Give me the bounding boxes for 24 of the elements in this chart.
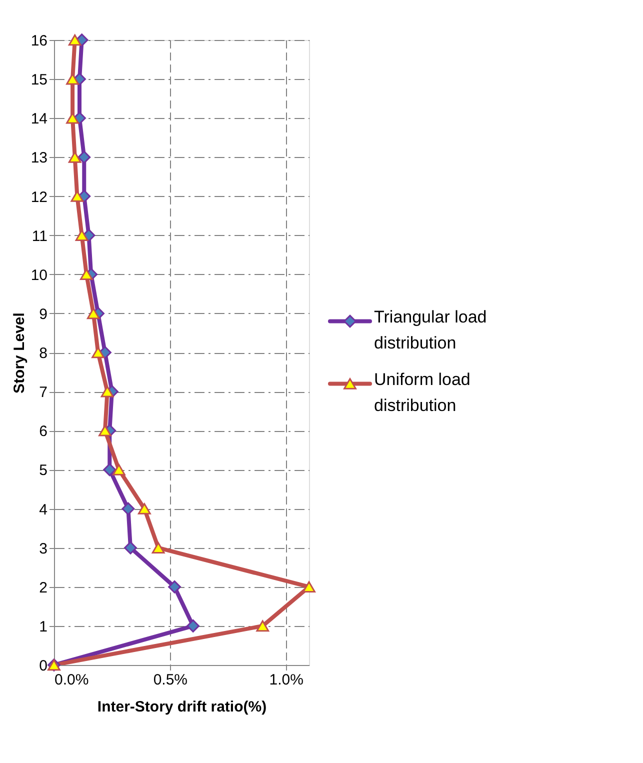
legend-label: Uniform load distribution xyxy=(374,370,470,415)
y-tick-label: 2 xyxy=(39,579,48,596)
y-axis-title: Story Level xyxy=(10,312,28,394)
y-tick-label: 3 xyxy=(39,540,48,558)
legend-label: Triangular load distribution xyxy=(374,307,487,352)
y-tick-label: 11 xyxy=(32,228,48,245)
x-tick-label: 0.0% xyxy=(54,672,89,688)
y-tick-label: 6 xyxy=(39,423,48,440)
x-tick-label: 1.0% xyxy=(269,672,304,688)
y-tick-label: 8 xyxy=(39,345,48,362)
y-tick-label: 15 xyxy=(30,72,48,89)
x-axis-title: Inter-Story drift ratio(%) xyxy=(97,698,267,716)
y-tick-label: 14 xyxy=(30,110,48,128)
x-tick-label: 0.5% xyxy=(153,672,188,688)
y-tick-label: 10 xyxy=(30,266,48,284)
y-tick-label: 1 xyxy=(39,618,48,636)
y-tick-label: 5 xyxy=(39,462,48,480)
y-tick-label: 4 xyxy=(39,501,48,518)
y-tick-label: 9 xyxy=(39,306,48,323)
y-tick-label: 7 xyxy=(39,384,48,402)
y-tick-label: 16 xyxy=(30,32,48,50)
y-tick-label: 13 xyxy=(30,150,48,167)
y-tick-label: 12 xyxy=(30,188,48,206)
y-tick-label: 0 xyxy=(39,658,48,674)
